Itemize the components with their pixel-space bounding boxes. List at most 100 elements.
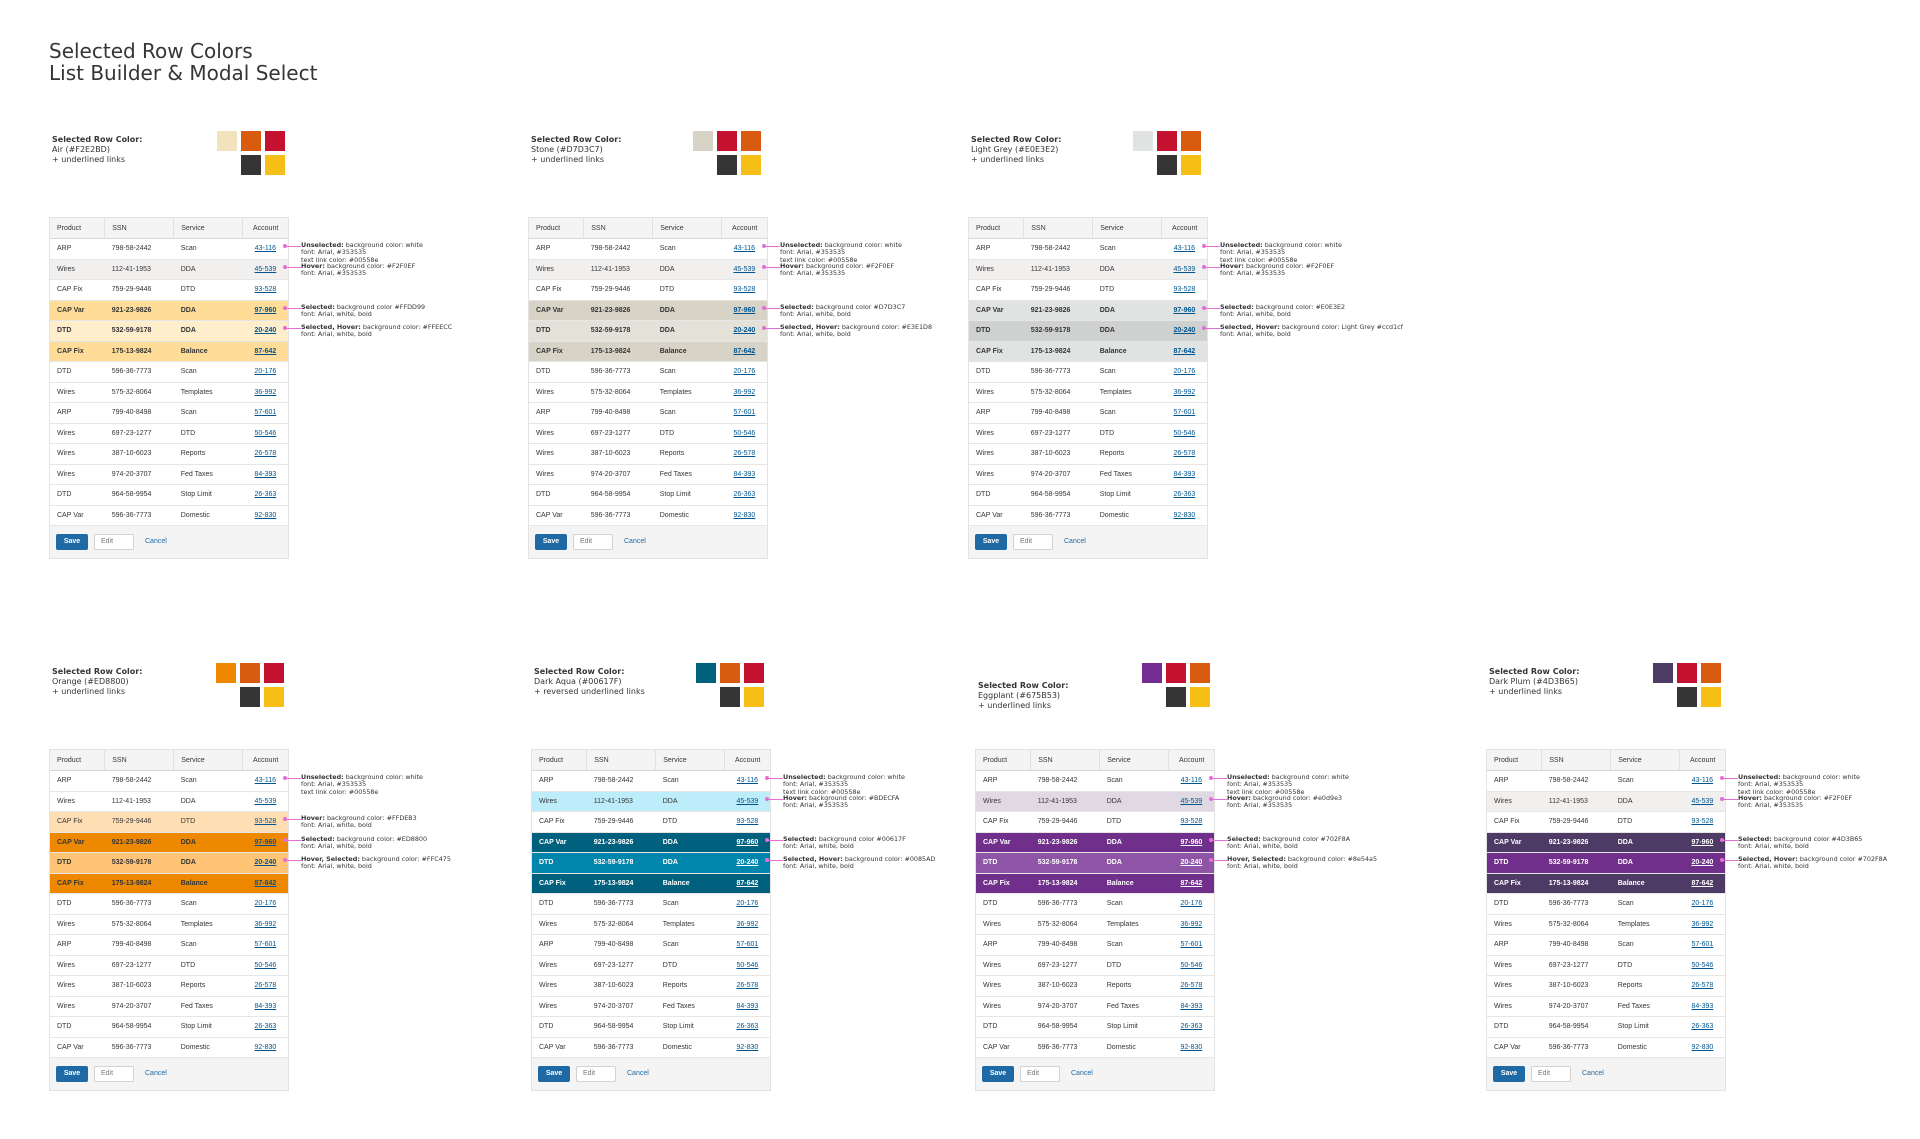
table-row[interactable]: Wires 697-23-1277 DTD 50-546 <box>976 955 1214 976</box>
account-link[interactable]: 20-240 <box>736 859 759 867</box>
table-row[interactable]: Wires 575-32-8064 Templates 36-992 <box>50 382 288 403</box>
account-link[interactable]: 87-642 <box>733 347 756 355</box>
table-row[interactable]: ARP 798-58-2442 Scan 43-116 <box>50 238 288 260</box>
column-header-ssn[interactable]: SSN <box>583 218 654 239</box>
account-link[interactable]: 97-960 <box>736 838 759 846</box>
table-row[interactable]: DTD 964-58-9954 Stop Limit 26-363 <box>50 484 288 506</box>
column-header-account[interactable]: Account <box>721 218 767 239</box>
table-row[interactable]: Wires 112-41-1953 DDA 45-539 <box>50 791 288 812</box>
account-link[interactable]: 45-539 <box>736 797 759 805</box>
table-row[interactable]: DTD 964-58-9954 Stop Limit 26-363 <box>976 1016 1214 1038</box>
table-row[interactable]: Wires 697-23-1277 DTD 50-546 <box>1487 955 1725 976</box>
account-link[interactable]: 26-363 <box>736 1023 759 1031</box>
edit-button[interactable]: Edit <box>573 534 613 550</box>
account-link[interactable]: 87-642 <box>1173 347 1196 355</box>
account-link[interactable]: 43-116 <box>733 245 756 253</box>
table-row[interactable]: Wires 387-10-6023 Reports 26-578 <box>1487 975 1725 997</box>
table-row[interactable]: CAP Fix 759-29-9446 DTD 93-528 <box>50 279 288 301</box>
table-row[interactable]: Wires 575-32-8064 Templates 36-992 <box>532 914 770 935</box>
table-row[interactable]: Wires 575-32-8064 Templates 36-992 <box>529 382 767 403</box>
table-row[interactable]: Wires 112-41-1953 DDA 45-539 <box>1487 791 1725 812</box>
account-link[interactable]: 26-363 <box>254 1023 277 1031</box>
account-link[interactable]: 26-363 <box>254 491 277 499</box>
account-link[interactable]: 26-578 <box>254 450 277 458</box>
table-row[interactable]: DTD 532-59-9178 DDA 20-240 <box>1487 852 1725 874</box>
table-row[interactable]: Wires 387-10-6023 Reports 26-578 <box>969 443 1207 465</box>
save-button[interactable]: Save <box>535 534 567 550</box>
account-link[interactable]: 36-992 <box>1173 388 1196 396</box>
column-header-ssn[interactable]: SSN <box>586 750 657 771</box>
column-header-service[interactable]: Service <box>652 218 723 239</box>
account-link[interactable]: 97-960 <box>1180 838 1203 846</box>
account-link[interactable]: 93-528 <box>733 286 756 294</box>
table-row[interactable]: ARP 798-58-2442 Scan 43-116 <box>50 770 288 792</box>
table-row[interactable]: Wires 974-20-3707 Fed Taxes 84-393 <box>532 996 770 1017</box>
save-button[interactable]: Save <box>982 1066 1014 1082</box>
table-row[interactable]: CAP Var 596-36-7773 Domestic 92-830 <box>976 1037 1214 1058</box>
account-link[interactable]: 93-528 <box>736 818 759 826</box>
save-button[interactable]: Save <box>56 534 88 550</box>
table-row[interactable]: Wires 575-32-8064 Templates 36-992 <box>976 914 1214 935</box>
table-row[interactable]: ARP 798-58-2442 Scan 43-116 <box>532 770 770 792</box>
table-row[interactable]: ARP 799-40-8498 Scan 57-601 <box>50 402 288 424</box>
table-row[interactable]: ARP 798-58-2442 Scan 43-116 <box>1487 770 1725 792</box>
table-row[interactable]: DTD 596-36-7773 Scan 20-176 <box>529 361 767 383</box>
column-header-ssn[interactable]: SSN <box>1023 218 1094 239</box>
table-row[interactable]: CAP Fix 759-29-9446 DTD 93-528 <box>1487 811 1725 833</box>
account-link[interactable]: 84-393 <box>254 470 277 478</box>
cancel-link[interactable]: Cancel <box>627 1070 649 1077</box>
column-header-ssn[interactable]: SSN <box>1541 750 1612 771</box>
table-row[interactable]: CAP Var 596-36-7773 Domestic 92-830 <box>50 505 288 526</box>
column-header-account[interactable]: Account <box>242 750 288 771</box>
account-link[interactable]: 20-240 <box>1691 859 1714 867</box>
column-header-service[interactable]: Service <box>1092 218 1163 239</box>
table-row[interactable]: ARP 799-40-8498 Scan 57-601 <box>976 934 1214 956</box>
account-link[interactable]: 36-992 <box>1180 920 1203 928</box>
save-button[interactable]: Save <box>538 1066 570 1082</box>
account-link[interactable]: 84-393 <box>1180 1002 1203 1010</box>
account-link[interactable]: 43-116 <box>1691 777 1714 785</box>
table-row[interactable]: DTD 596-36-7773 Scan 20-176 <box>1487 893 1725 915</box>
account-link[interactable]: 93-528 <box>1173 286 1196 294</box>
table-row[interactable]: CAP Var 921-23-9826 DDA 97-960 <box>532 832 770 853</box>
account-link[interactable]: 20-240 <box>1173 327 1196 335</box>
account-link[interactable]: 87-642 <box>1691 879 1714 887</box>
account-link[interactable]: 20-176 <box>254 900 277 908</box>
column-header-service[interactable]: Service <box>1099 750 1170 771</box>
table-row[interactable]: CAP Fix 175-13-9824 Balance 87-642 <box>50 341 288 362</box>
column-header-product[interactable]: Product <box>50 218 106 239</box>
table-row[interactable]: Wires 387-10-6023 Reports 26-578 <box>50 443 288 465</box>
account-link[interactable]: 84-393 <box>1173 470 1196 478</box>
column-header-service[interactable]: Service <box>655 750 726 771</box>
account-link[interactable]: 84-393 <box>736 1002 759 1010</box>
account-link[interactable]: 45-539 <box>1173 265 1196 273</box>
account-link[interactable]: 92-830 <box>733 511 756 519</box>
column-header-ssn[interactable]: SSN <box>1030 750 1101 771</box>
account-link[interactable]: 84-393 <box>733 470 756 478</box>
table-row[interactable]: CAP Var 921-23-9826 DDA 97-960 <box>969 300 1207 321</box>
account-link[interactable]: 92-830 <box>254 1043 277 1051</box>
account-link[interactable]: 92-830 <box>254 511 277 519</box>
table-row[interactable]: CAP Fix 759-29-9446 DTD 93-528 <box>50 811 288 833</box>
table-row[interactable]: CAP Var 921-23-9826 DDA 97-960 <box>976 832 1214 853</box>
table-row[interactable]: ARP 799-40-8498 Scan 57-601 <box>969 402 1207 424</box>
table-row[interactable]: ARP 798-58-2442 Scan 43-116 <box>529 238 767 260</box>
table-row[interactable]: CAP Fix 175-13-9824 Balance 87-642 <box>529 341 767 362</box>
table-row[interactable]: Wires 575-32-8064 Templates 36-992 <box>969 382 1207 403</box>
account-link[interactable]: 36-992 <box>254 920 277 928</box>
column-header-account[interactable]: Account <box>242 218 288 239</box>
edit-button[interactable]: Edit <box>1013 534 1053 550</box>
table-row[interactable]: ARP 799-40-8498 Scan 57-601 <box>50 934 288 956</box>
account-link[interactable]: 57-601 <box>1691 941 1714 949</box>
column-header-ssn[interactable]: SSN <box>104 750 175 771</box>
account-link[interactable]: 84-393 <box>1691 1002 1714 1010</box>
account-link[interactable]: 20-240 <box>733 327 756 335</box>
account-link[interactable]: 36-992 <box>736 920 759 928</box>
table-row[interactable]: DTD 964-58-9954 Stop Limit 26-363 <box>969 484 1207 506</box>
table-row[interactable]: DTD 596-36-7773 Scan 20-176 <box>969 361 1207 383</box>
account-link[interactable]: 97-960 <box>254 838 277 846</box>
table-row[interactable]: DTD 532-59-9178 DDA 20-240 <box>969 320 1207 342</box>
table-row[interactable]: DTD 964-58-9954 Stop Limit 26-363 <box>1487 1016 1725 1038</box>
table-row[interactable]: DTD 964-58-9954 Stop Limit 26-363 <box>532 1016 770 1038</box>
table-row[interactable]: Wires 974-20-3707 Fed Taxes 84-393 <box>1487 996 1725 1017</box>
